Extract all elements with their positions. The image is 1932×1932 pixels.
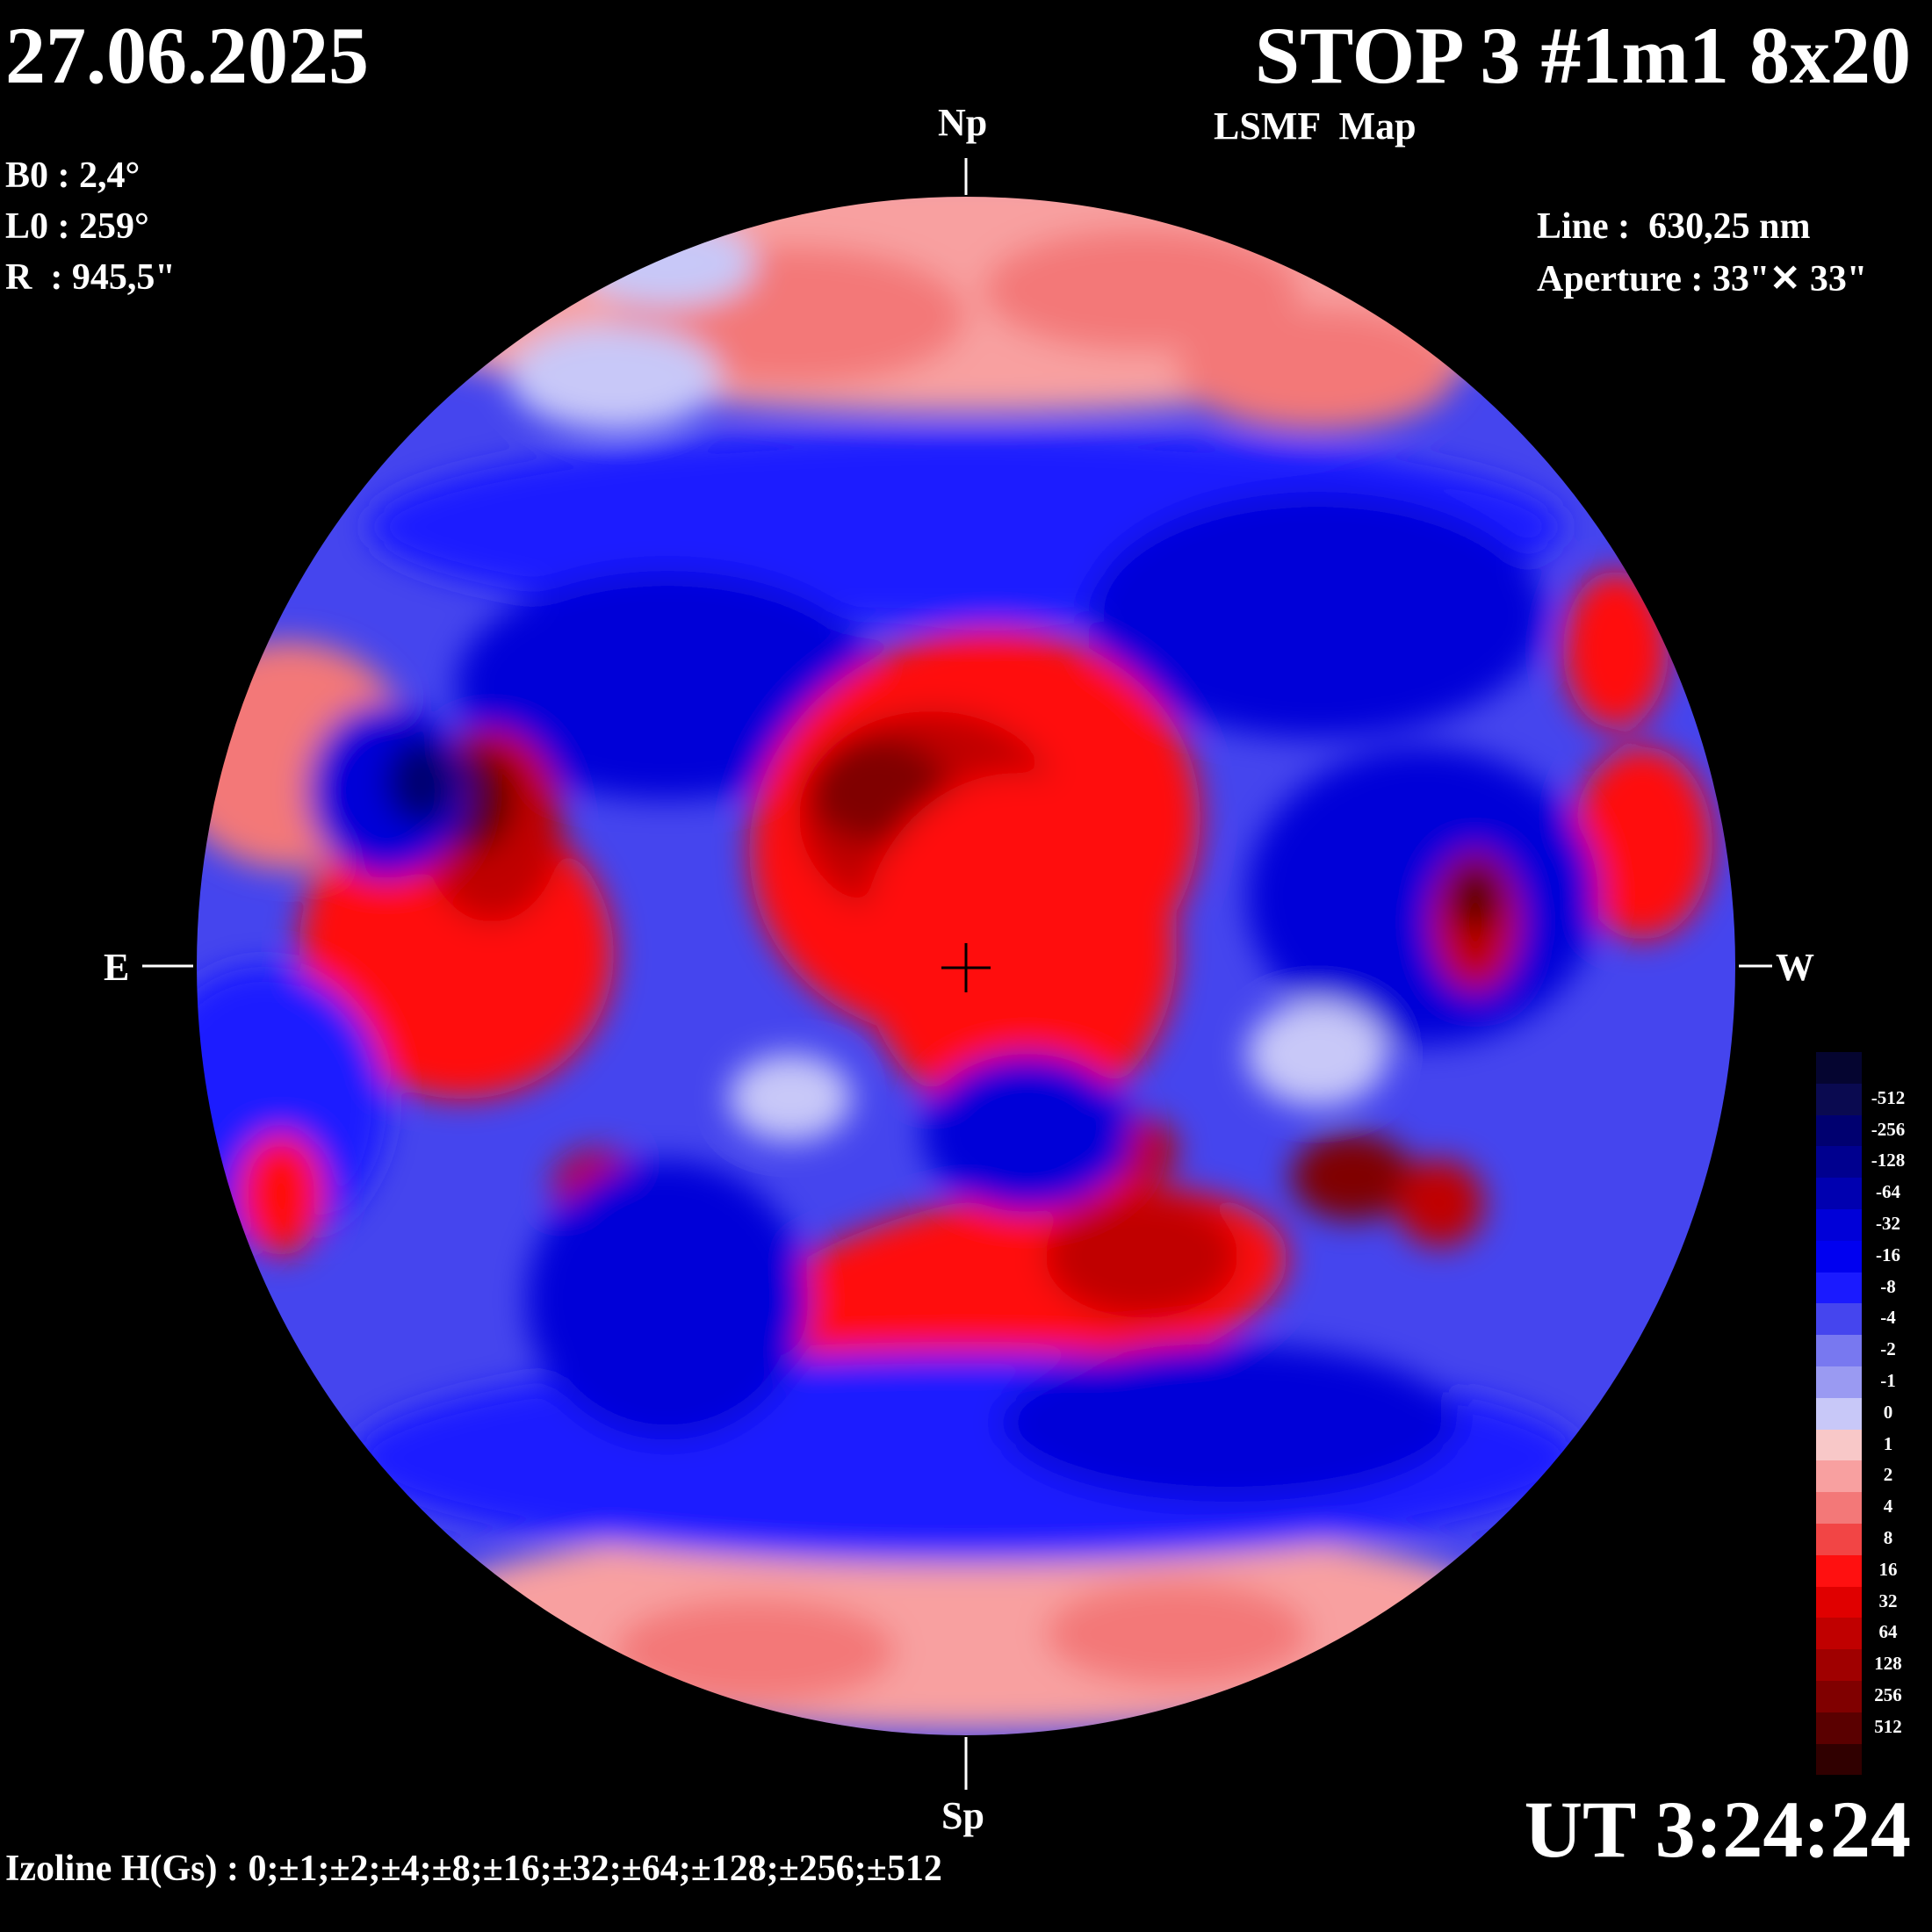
colorbar-level-label: 64	[1878, 1621, 1898, 1643]
colorbar-level-label: 32	[1878, 1590, 1898, 1611]
colorbar	[1816, 1052, 1862, 1776]
radius-param: R : 945,5"	[5, 257, 176, 298]
colorbar-swatch	[1816, 1240, 1862, 1272]
colorbar-swatch	[1816, 1712, 1862, 1744]
colorbar-swatch	[1816, 1208, 1862, 1241]
aperture: Aperture : 33"✕ 33"	[1537, 259, 1868, 299]
colorbar-level-label: -2	[1880, 1338, 1896, 1360]
colorbar-swatch	[1816, 1366, 1862, 1398]
colorbar-swatch	[1816, 1649, 1862, 1681]
map-title: STOP 3 #1m1 8x20	[1254, 11, 1911, 100]
colorbar-swatch	[1816, 1083, 1862, 1115]
colorbar-level-label: 128	[1874, 1653, 1902, 1675]
north-pole-label: Np	[938, 101, 988, 144]
colorbar-swatch	[1816, 1492, 1862, 1524]
colorbar-level-label: 512	[1874, 1715, 1902, 1737]
magnetogram	[196, 196, 1736, 1736]
colorbar-level-label: -256	[1871, 1118, 1906, 1140]
colorbar-swatch	[1816, 1586, 1862, 1618]
colorbar-swatch	[1816, 1618, 1862, 1650]
colorbar-level-label: 16	[1878, 1558, 1898, 1580]
east-label: E	[104, 946, 130, 989]
colorbar-level-label: 256	[1874, 1684, 1902, 1705]
colorbar-level-label: -128	[1871, 1150, 1906, 1171]
colorbar-swatch	[1816, 1335, 1862, 1366]
colorbar-swatch	[1816, 1303, 1862, 1336]
l0-param: L0 : 259°	[5, 206, 149, 247]
observation-date: 27.06.2025	[5, 11, 369, 100]
colorbar-swatch	[1816, 1397, 1862, 1430]
colorbar-swatch	[1816, 1052, 1862, 1084]
colorbar-level-label: 1	[1883, 1432, 1893, 1454]
colorbar-level-label: -16	[1876, 1244, 1900, 1265]
izoline-levels: Izoline H(Gs) : 0;±1;±2;±4;±8;±16;±32;±6…	[5, 1849, 942, 1889]
colorbar-swatch	[1816, 1146, 1862, 1179]
colorbar-swatch	[1816, 1743, 1862, 1776]
colorbar-swatch	[1816, 1429, 1862, 1461]
b0-param: B0 : 2,4°	[5, 155, 141, 196]
colorbar-level-label: -32	[1876, 1213, 1900, 1234]
colorbar-swatch	[1816, 1554, 1862, 1587]
map-subtitle: LSMF Map	[1214, 105, 1417, 148]
colorbar-swatch	[1816, 1460, 1862, 1493]
south-pole-label: Sp	[941, 1794, 984, 1837]
colorbar-swatch	[1816, 1680, 1862, 1712]
ut-time: UT 3:24:24	[1524, 1784, 1911, 1874]
colorbar-level-label: -512	[1871, 1086, 1906, 1108]
colorbar-level-label: 0	[1883, 1401, 1893, 1423]
colorbar-level-label: -64	[1876, 1181, 1900, 1203]
colorbar-swatch	[1816, 1523, 1862, 1555]
spectral-line: Line : 630,25 nm	[1537, 206, 1811, 247]
colorbar-level-label: -1	[1880, 1370, 1896, 1391]
colorbar-level-label: -4	[1880, 1307, 1896, 1329]
colorbar-swatch	[1816, 1114, 1862, 1147]
west-label: W	[1776, 946, 1814, 989]
colorbar-level-label: 2	[1883, 1464, 1893, 1486]
colorbar-level-label: 4	[1883, 1496, 1893, 1517]
colorbar-swatch	[1816, 1178, 1862, 1209]
colorbar-level-label: -8	[1880, 1275, 1896, 1297]
colorbar-level-label: 8	[1883, 1527, 1893, 1548]
colorbar-swatch	[1816, 1272, 1862, 1304]
